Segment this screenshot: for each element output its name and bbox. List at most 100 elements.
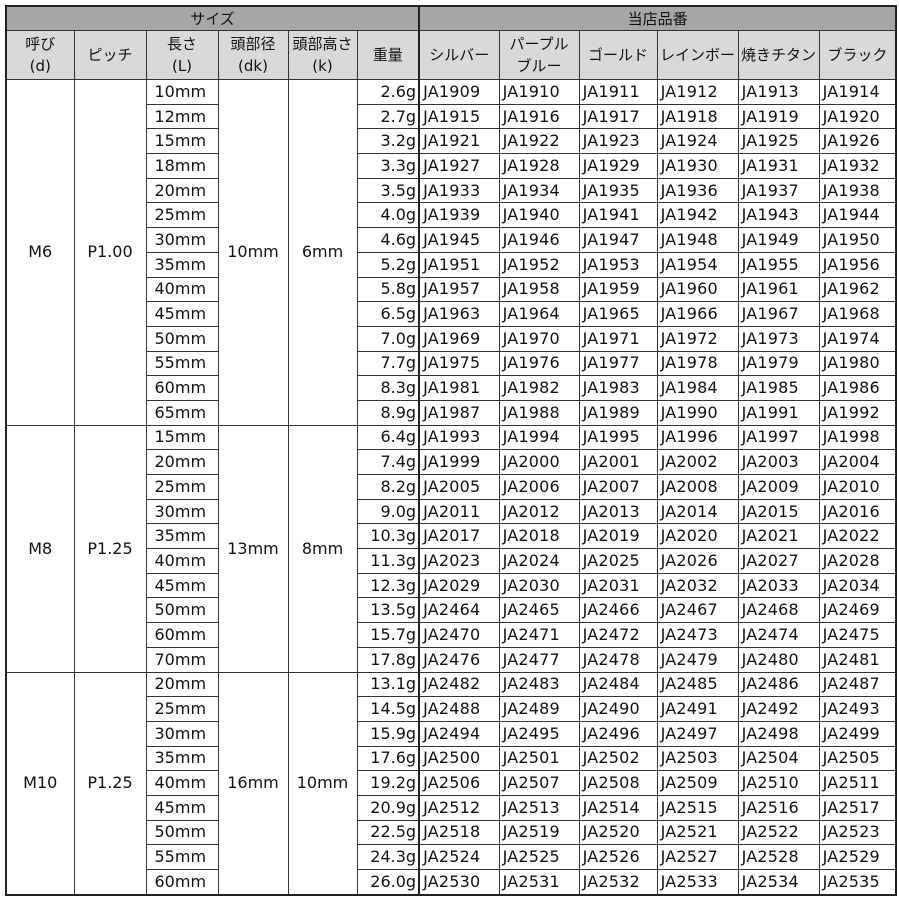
code-cell: JA1957 bbox=[418, 276, 500, 303]
code-cell: JA2525 bbox=[498, 844, 580, 870]
length-cell: 50mm bbox=[145, 597, 219, 624]
code-cell: JA2004 bbox=[818, 449, 897, 475]
table-row: 60mm 26.0g JA2530 JA2531 JA2532 JA2533 JA2534 J… bbox=[6, 868, 897, 896]
code-cell: JA2031 bbox=[578, 572, 658, 599]
code-cell: JA1971 bbox=[578, 325, 658, 352]
code-cell: JA2510 bbox=[737, 770, 820, 796]
code-cell: JA1934 bbox=[498, 177, 580, 204]
code-cell: JA2029 bbox=[418, 572, 500, 599]
code-cell: JA1977 bbox=[578, 350, 658, 377]
code-cell: JA1946 bbox=[498, 227, 580, 253]
code-cell: JA2530 bbox=[418, 868, 500, 896]
weight-cell: 5.2g bbox=[356, 251, 421, 278]
code-cell: JA1928 bbox=[498, 153, 580, 179]
weight-cell: 3.3g bbox=[356, 153, 421, 179]
head-height-cell: 6mm bbox=[287, 79, 358, 426]
table-row: 60mm 15.7g JA2470 JA2471 JA2472 JA2473 JA2474 J… bbox=[6, 622, 897, 648]
code-cell: JA1955 bbox=[737, 251, 820, 278]
nominal-cell: M8 bbox=[5, 424, 75, 673]
code-cell: JA2466 bbox=[578, 597, 658, 624]
code-cell: JA2492 bbox=[737, 696, 820, 722]
table-row: 15mm 3.2g JA1921 JA1922 JA1923 JA1924 JA1925 JA… bbox=[6, 128, 897, 155]
code-cell: JA2020 bbox=[656, 523, 739, 550]
code-cell: JA1917 bbox=[578, 103, 658, 130]
code-cell: JA1912 bbox=[656, 79, 739, 105]
code-cell: JA2484 bbox=[578, 671, 658, 698]
code-cell: JA2482 bbox=[418, 671, 500, 698]
code-cell: JA2478 bbox=[578, 646, 658, 673]
code-cell: JA2030 bbox=[498, 572, 580, 599]
code-cell: JA2472 bbox=[578, 622, 658, 648]
length-cell: 65mm bbox=[145, 399, 219, 426]
code-cell: JA1966 bbox=[656, 301, 739, 327]
weight-cell: 6.5g bbox=[356, 301, 421, 327]
length-cell: 15mm bbox=[145, 128, 219, 155]
table-row: 40mm 5.8g JA1957 JA1958 JA1959 JA1960 JA1961 JA… bbox=[6, 276, 897, 303]
code-cell: JA1915 bbox=[418, 103, 500, 130]
weight-cell: 2.6g bbox=[356, 79, 421, 105]
code-cell: JA2013 bbox=[578, 498, 658, 525]
length-cell: 20mm bbox=[145, 671, 219, 698]
code-cell: JA2033 bbox=[737, 572, 820, 599]
code-cell: JA1947 bbox=[578, 227, 658, 253]
code-cell: JA2027 bbox=[737, 548, 820, 574]
table-row: 25mm 8.2g JA2005 JA2006 JA2007 JA2008 JA2009 JA… bbox=[6, 474, 897, 500]
weight-cell: 10.3g bbox=[356, 523, 421, 550]
length-cell: 55mm bbox=[145, 350, 219, 377]
code-cell: JA1927 bbox=[418, 153, 500, 179]
table-row: 50mm 7.0g JA1969 JA1970 JA1971 JA1972 JA1973 JA… bbox=[6, 325, 897, 352]
code-cell: JA2521 bbox=[656, 819, 739, 846]
length-cell: 30mm bbox=[145, 498, 219, 525]
code-cell: JA1992 bbox=[818, 399, 897, 426]
length-cell: 60mm bbox=[145, 375, 219, 401]
code-cell: JA1963 bbox=[418, 301, 500, 327]
length-cell: 50mm bbox=[145, 325, 219, 352]
code-cell: JA1995 bbox=[578, 424, 658, 451]
weight-cell: 26.0g bbox=[356, 868, 421, 896]
col-color: パープル ブルー bbox=[498, 30, 580, 80]
table-row: 40mm 19.2g JA2506 JA2507 JA2508 JA2509 JA2510 J… bbox=[6, 770, 897, 796]
table-row: 18mm 3.3g JA1927 JA1928 JA1929 JA1930 JA1931 JA… bbox=[6, 153, 897, 179]
col-color: 焼きチタン bbox=[737, 30, 820, 80]
code-cell: JA2493 bbox=[818, 696, 897, 722]
code-cell: JA1937 bbox=[737, 177, 820, 204]
code-cell: JA2477 bbox=[498, 646, 580, 673]
table-row: M6 P1.00 10mm 10mm 6mm 2.6g JA1909 JA1910 JA1911… bbox=[5, 79, 897, 426]
length-cell: 45mm bbox=[145, 572, 219, 599]
table-row: 40mm 11.3g JA2023 JA2024 JA2025 JA2026 JA2027 J… bbox=[6, 548, 897, 574]
length-cell: 30mm bbox=[145, 720, 219, 747]
length-cell: 30mm bbox=[145, 227, 219, 253]
code-cell: JA1933 bbox=[418, 177, 500, 204]
code-cell: JA1918 bbox=[656, 103, 739, 130]
code-cell: JA2465 bbox=[498, 597, 580, 624]
weight-cell: 17.8g bbox=[356, 646, 421, 673]
weight-cell: 7.7g bbox=[356, 350, 421, 377]
code-cell: JA2003 bbox=[737, 449, 820, 475]
weight-cell: 17.6g bbox=[356, 745, 421, 772]
table-row: 45mm 6.5g JA1963 JA1964 JA1965 JA1966 JA1967 JA… bbox=[6, 301, 897, 327]
code-cell: JA2026 bbox=[656, 548, 739, 574]
code-cell: JA1986 bbox=[818, 375, 897, 401]
code-cell: JA2025 bbox=[578, 548, 658, 574]
head-dia-cell: 16mm bbox=[217, 671, 289, 896]
code-cell: JA2486 bbox=[737, 671, 820, 698]
code-cell: JA1925 bbox=[737, 128, 820, 155]
code-cell: JA2015 bbox=[737, 498, 820, 525]
col-color: ブラック bbox=[818, 30, 897, 80]
table-row: M8 P1.25 15mm 13mm 8mm 6.4g JA1993 JA1994 JA1995… bbox=[5, 424, 897, 673]
code-cell: JA2516 bbox=[737, 794, 820, 821]
code-cell: JA2480 bbox=[737, 646, 820, 673]
code-cell: JA1938 bbox=[818, 177, 897, 204]
code-cell: JA2471 bbox=[498, 622, 580, 648]
code-cell: JA2522 bbox=[737, 819, 820, 846]
table-row: 25mm 14.5g JA2488 JA2489 JA2490 JA2491 JA2492 J… bbox=[6, 696, 897, 722]
table-row: 55mm 7.7g JA1975 JA1976 JA1977 JA1978 JA1979 JA… bbox=[6, 350, 897, 377]
code-cell: JA1969 bbox=[418, 325, 500, 352]
code-cell: JA1976 bbox=[498, 350, 580, 377]
code-cell: JA2001 bbox=[578, 449, 658, 475]
length-cell: 40mm bbox=[145, 276, 219, 303]
code-cell: JA2519 bbox=[498, 819, 580, 846]
code-cell: JA2011 bbox=[418, 498, 500, 525]
code-cell: JA1941 bbox=[578, 202, 658, 229]
code-cell: JA1962 bbox=[818, 276, 897, 303]
